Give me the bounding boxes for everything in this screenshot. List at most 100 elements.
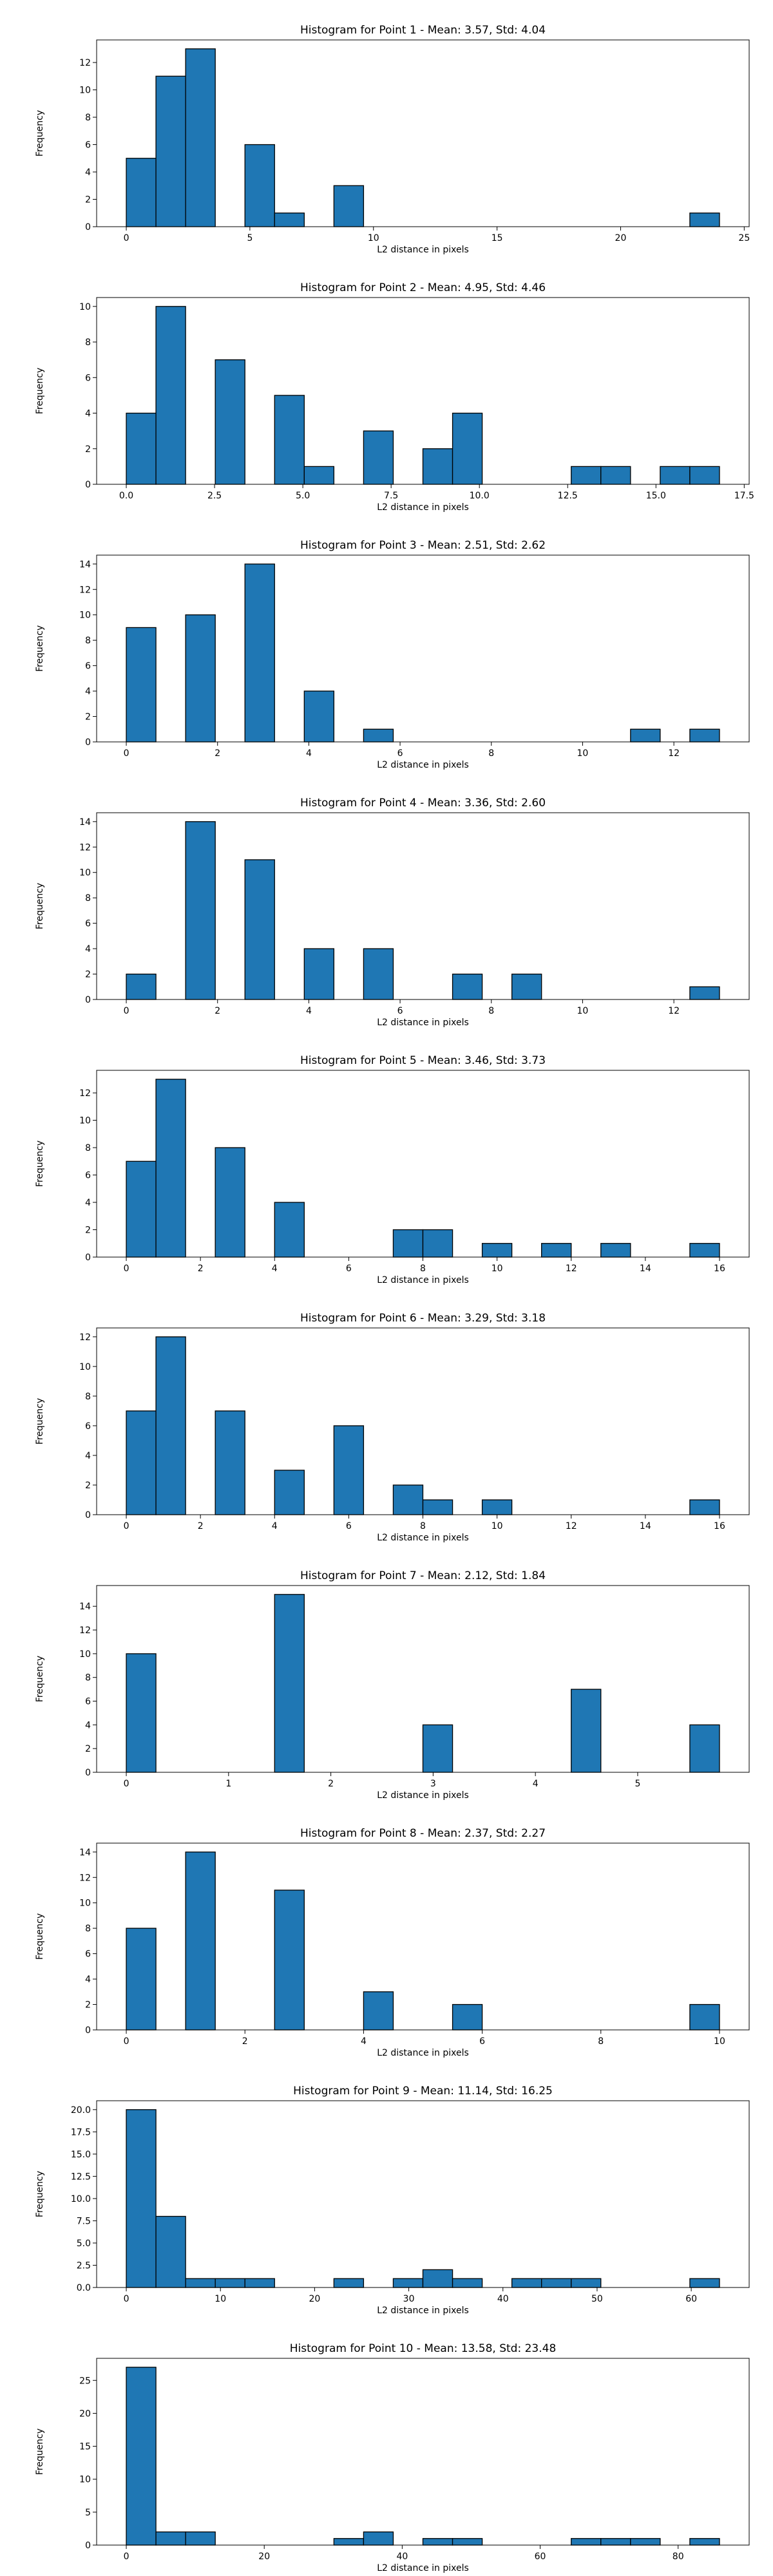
histogram-panel-2: 0.0 2.5 5.0 7.5 10.0 12.5 15.0 17.5 0 2 4 6 8 10 Histo… (35, 281, 754, 513)
x-tick-label: 12 (668, 748, 680, 759)
histogram-bar (185, 614, 216, 743)
y-tick-label: 12 (79, 842, 91, 853)
chart-title: Histogram for Point 4 - Mean: 3.36, Std:… (300, 797, 546, 810)
x-tick-label: 0 (124, 1521, 129, 1531)
x-tick-label: 6 (346, 1521, 352, 1531)
x-tick-label: 14 (640, 1264, 651, 1274)
histogram-bar (511, 973, 542, 1000)
y-tick-label: 8 (85, 1143, 91, 1153)
x-tick-label: 4 (306, 748, 312, 759)
y-tick-label: 25 (79, 2376, 91, 2386)
y-axis-label: Frequency (35, 110, 45, 156)
x-tick-label: 0 (124, 233, 129, 243)
histogram-bar (185, 48, 216, 227)
y-tick-label: 8 (85, 337, 91, 348)
y-tick-label: 2 (85, 712, 91, 723)
x-tick-label: 6 (397, 1006, 403, 1016)
y-tick-label: 0.0 (77, 2283, 91, 2293)
histogram-bar (600, 2538, 631, 2546)
y-tick-label: 10 (79, 302, 91, 312)
histogram-bar (689, 728, 720, 743)
y-tick-label: 0 (85, 995, 91, 1005)
y-axis-label: Frequency (35, 2171, 45, 2217)
x-tick-label: 3 (430, 1779, 436, 1789)
histogram-bar (452, 412, 483, 485)
y-tick-label: 2 (85, 2000, 91, 2011)
histogram-bar (126, 627, 157, 743)
x-tick-label: 40 (396, 2552, 408, 2562)
histogram-bar (155, 75, 186, 227)
y-axis-label: Frequency (35, 1398, 45, 1444)
x-tick-label: 10 (215, 2294, 226, 2304)
y-tick-label: 6 (85, 1171, 91, 1181)
histogram-bar (215, 1410, 245, 1515)
histogram-bar (303, 466, 335, 485)
x-tick-label: 80 (673, 2552, 684, 2562)
x-tick-label: 0 (124, 1006, 129, 1016)
histogram-bar (392, 1229, 424, 1258)
x-tick-label: 50 (591, 2294, 603, 2304)
x-tick-label: 8 (420, 1264, 426, 1274)
histogram-bar (333, 2278, 365, 2288)
x-tick-label: 20 (258, 2552, 270, 2562)
x-tick-label: 5.0 (296, 491, 310, 501)
histogram-bar (126, 2109, 157, 2288)
histogram-bar (571, 2538, 602, 2546)
chart-title: Histogram for Point 10 - Mean: 13.58, St… (290, 2342, 557, 2355)
histogram-bar (689, 2003, 720, 2031)
x-tick-label: 15 (491, 233, 503, 243)
x-tick-label: 60 (535, 2552, 546, 2562)
y-tick-label: 0 (85, 480, 91, 490)
y-tick-label: 8 (85, 636, 91, 646)
x-tick-label: 17.5 (734, 491, 754, 501)
x-tick-label: 5 (247, 233, 253, 243)
x-tick-label: 4 (272, 1521, 278, 1531)
x-tick-label: 10 (368, 233, 379, 243)
y-tick-label: 12 (79, 1332, 91, 1343)
chart-title: Histogram for Point 1 - Mean: 3.57, Std:… (300, 24, 546, 37)
chart-title: Histogram for Point 8 - Mean: 2.37, Std:… (300, 1827, 546, 1840)
x-tick-label: 10 (577, 748, 589, 759)
y-tick-label: 10 (79, 611, 91, 621)
chart-title: Histogram for Point 5 - Mean: 3.46, Std:… (300, 1054, 546, 1067)
histogram-bar (392, 2278, 424, 2288)
y-tick-label: 2 (85, 444, 91, 455)
histogram-bar (452, 2003, 483, 2031)
x-tick-label: 2 (198, 1521, 204, 1531)
histogram-bar (126, 412, 157, 485)
histogram-panel-10: 0 20 40 60 80 0 5 10 15 20 25 Histogram for Point 1… (35, 2342, 750, 2573)
y-tick-label: 15 (79, 2442, 91, 2452)
y-tick-label: 4 (85, 687, 91, 697)
chart-title: Histogram for Point 9 - Mean: 11.14, Std… (293, 2085, 553, 2098)
histogram-bar (392, 1484, 424, 1515)
chart-title: Histogram for Point 7 - Mean: 2.12, Std:… (300, 1569, 546, 1582)
y-tick-label: 5 (85, 2508, 91, 2518)
chart-title: Histogram for Point 6 - Mean: 3.29, Std:… (300, 1312, 546, 1325)
histogram-panel-1: 0 5 10 15 20 25 0 2 4 6 8 10 12 Histogram for Point 1… (35, 24, 750, 255)
x-tick-label: 0 (124, 2036, 129, 2047)
histogram-bar (244, 2278, 275, 2288)
histogram-bar (452, 2538, 483, 2546)
x-tick-label: 5 (635, 1779, 640, 1789)
histogram-bar (303, 690, 335, 743)
axes-frame (96, 554, 750, 743)
axes-frame (96, 2100, 750, 2288)
histogram-bar (155, 1336, 186, 1515)
y-tick-label: 8 (85, 1924, 91, 1934)
histogram-bar (155, 306, 186, 485)
y-tick-label: 6 (85, 661, 91, 672)
histogram-bar (541, 2278, 572, 2288)
y-tick-label: 20.0 (71, 2105, 91, 2116)
y-tick-label: 4 (85, 1720, 91, 1730)
histogram-bar (155, 1079, 186, 1258)
histogram-bar (689, 2538, 720, 2546)
x-tick-label: 10 (714, 2036, 725, 2047)
y-tick-label: 4 (85, 944, 91, 954)
x-axis-label: L2 distance in pixels (377, 2563, 469, 2573)
y-tick-label: 4 (85, 1451, 91, 1461)
chart-title: Histogram for Point 2 - Mean: 4.95, Std:… (300, 281, 546, 294)
x-tick-label: 8 (488, 1006, 494, 1016)
histogram-bar (422, 1724, 453, 1773)
histogram-bar (244, 859, 275, 1000)
